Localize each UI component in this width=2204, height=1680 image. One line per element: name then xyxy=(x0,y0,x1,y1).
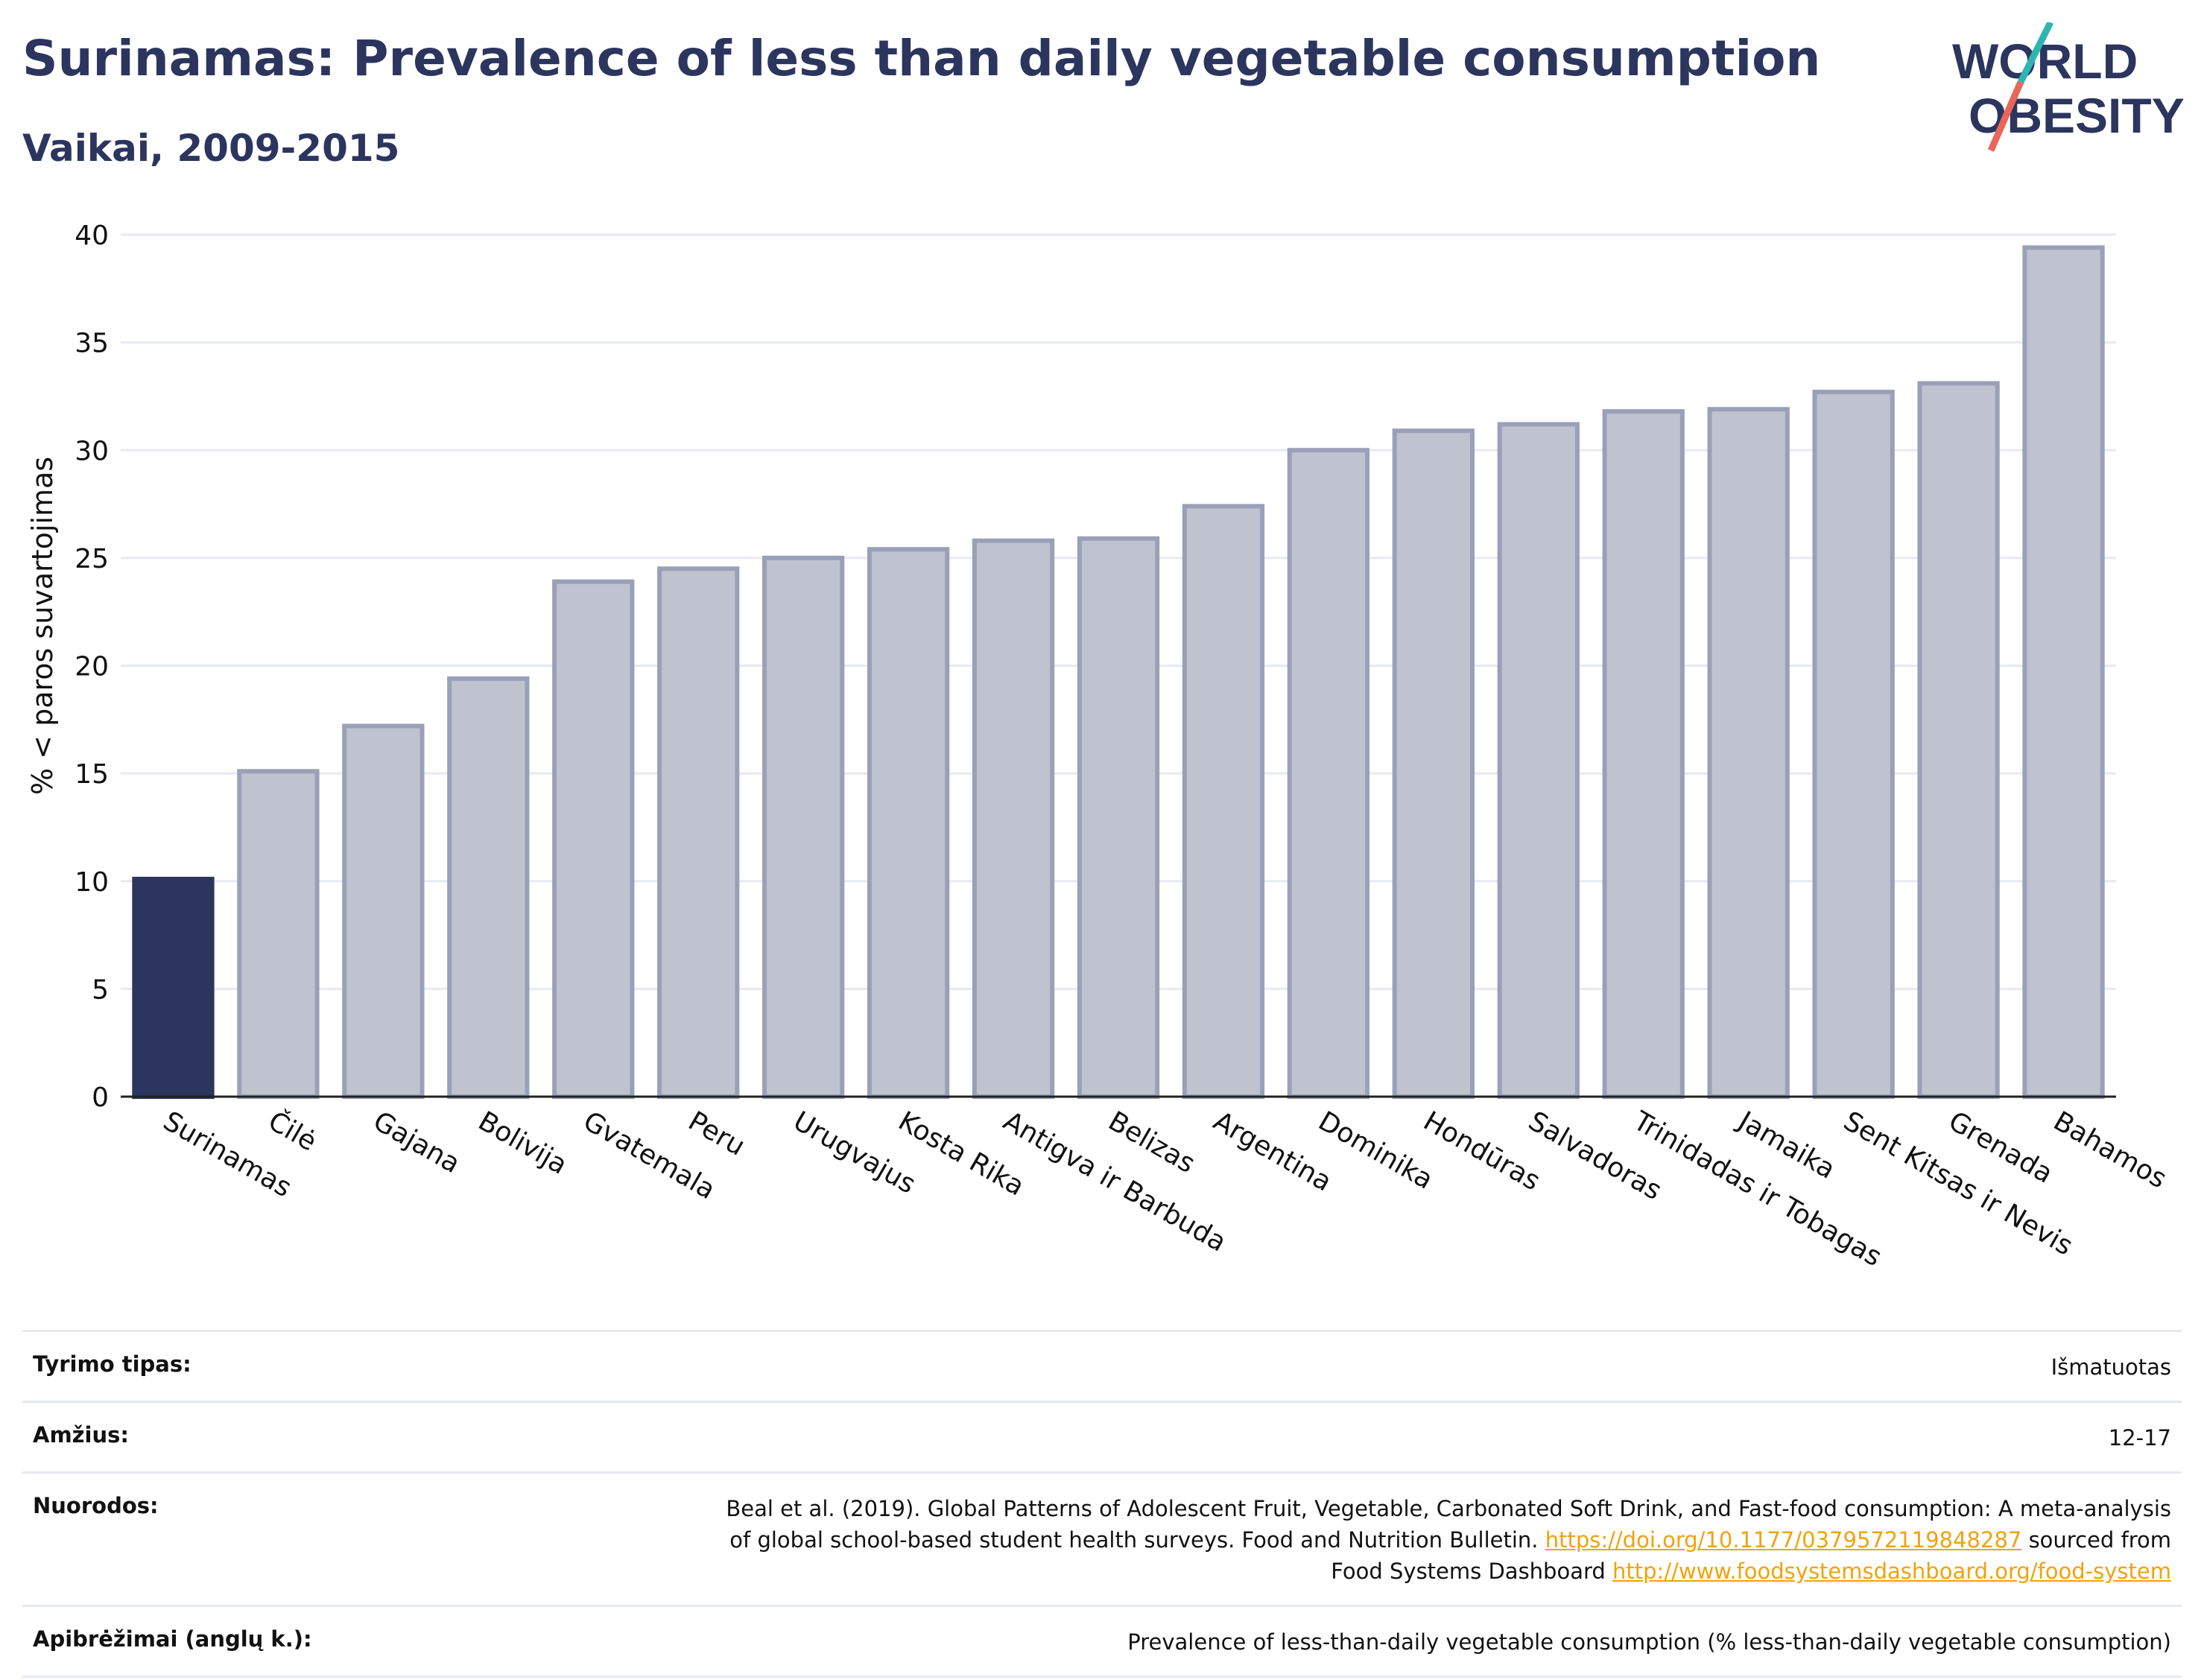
bar-15 xyxy=(1602,409,1685,1099)
y-tick-label: 40 xyxy=(75,221,109,251)
doi-link[interactable]: https://doi.org/10.1177/0379572119848287 xyxy=(1545,1527,2022,1553)
x-tick-label: Gajana xyxy=(368,1106,465,1179)
bar-16 xyxy=(1707,407,1790,1100)
metadata-table: Tyrimo tipas: Išmatuotas Amžius: 12-17 N… xyxy=(22,1330,2182,1678)
reference-text: Beal et al. (2019). Global Patterns of A… xyxy=(726,1496,2171,1521)
y-axis-label: % < paros suvartojimas xyxy=(26,457,59,795)
x-tick-label: Dominika xyxy=(1313,1106,1438,1195)
bar-6 xyxy=(657,566,740,1099)
bar-1 xyxy=(132,876,215,1099)
y-tick-label: 30 xyxy=(75,436,109,466)
x-tick-label: Bahamos xyxy=(2048,1106,2172,1194)
x-tick-label: Bolivija xyxy=(473,1106,572,1181)
meta-label: Amžius: xyxy=(33,1422,129,1448)
y-axis-ticks: 0 5 10 15 20 25 30 35 40 xyxy=(75,221,109,1113)
x-tick-label: Peru xyxy=(683,1106,750,1162)
y-tick-label: 20 xyxy=(75,652,109,682)
meta-value: Beal et al. (2019). Global Patterns of A… xyxy=(726,1493,2171,1587)
logo-slash-red-icon xyxy=(1987,80,2024,152)
y-tick-label: 15 xyxy=(75,759,109,790)
meta-value: Prevalence of less-than-daily vegetable … xyxy=(1127,1629,2171,1655)
meta-row-survey-type: Tyrimo tipas: Išmatuotas xyxy=(22,1330,2182,1401)
meta-label: Apibrėžimai (anglų k.): xyxy=(33,1626,312,1652)
bar-9 xyxy=(972,538,1055,1099)
bar-7 xyxy=(762,555,845,1099)
x-tick-label: Hondūras xyxy=(1418,1106,1545,1196)
bar-17 xyxy=(1812,390,1895,1099)
bar-18 xyxy=(1917,381,2000,1099)
bars xyxy=(132,245,2105,1100)
reference-text: sourced from xyxy=(2021,1527,2171,1553)
bar-5 xyxy=(552,579,635,1099)
bar-8 xyxy=(867,547,950,1099)
bar-14 xyxy=(1497,422,1580,1100)
bar-3 xyxy=(342,723,425,1099)
world-obesity-logo: WORLD OBESITY xyxy=(1952,22,2185,152)
y-tick-label: 35 xyxy=(75,329,109,359)
meta-row-definitions: Apibrėžimai (anglų k.): Prevalence of le… xyxy=(22,1605,2182,1678)
reference-text: Food Systems Dashboard xyxy=(1331,1559,1613,1584)
meta-row-references: Nuorodos: Beal et al. (2019). Global Pat… xyxy=(22,1471,2182,1605)
bar-13 xyxy=(1392,428,1475,1099)
bar-2 xyxy=(237,769,320,1099)
meta-value: 12-17 xyxy=(2108,1425,2171,1451)
y-tick-label: 10 xyxy=(75,867,109,898)
x-tick-label: Argentina xyxy=(1208,1106,1337,1197)
page-subtitle: Vaikai, 2009-2015 xyxy=(22,127,400,170)
page-title: Surinamas: Prevalence of less than daily… xyxy=(22,30,1821,87)
bar-12 xyxy=(1287,448,1370,1099)
reference-text: of global school-based student health su… xyxy=(729,1527,1545,1553)
bar-11 xyxy=(1182,504,1265,1099)
y-tick-label: 25 xyxy=(75,544,109,574)
meta-label: Tyrimo tipas: xyxy=(33,1351,191,1377)
logo-slash-teal-icon xyxy=(2017,22,2054,84)
bar-19 xyxy=(2022,245,2105,1100)
x-tick-label: Čilė xyxy=(263,1105,322,1157)
meta-value: Išmatuotas xyxy=(2051,1354,2171,1380)
dashboard-link[interactable]: http://www.foodsystemsdashboard.org/food… xyxy=(1612,1559,2171,1584)
bar-4 xyxy=(447,676,530,1099)
bar-10 xyxy=(1077,536,1160,1099)
meta-label: Nuorodos: xyxy=(33,1493,159,1518)
y-tick-label: 5 xyxy=(92,974,109,1005)
y-tick-label: 0 xyxy=(92,1083,109,1113)
meta-row-age: Amžius: 12-17 xyxy=(22,1401,2182,1471)
logo-text-line1: WORLD xyxy=(1952,34,2138,89)
